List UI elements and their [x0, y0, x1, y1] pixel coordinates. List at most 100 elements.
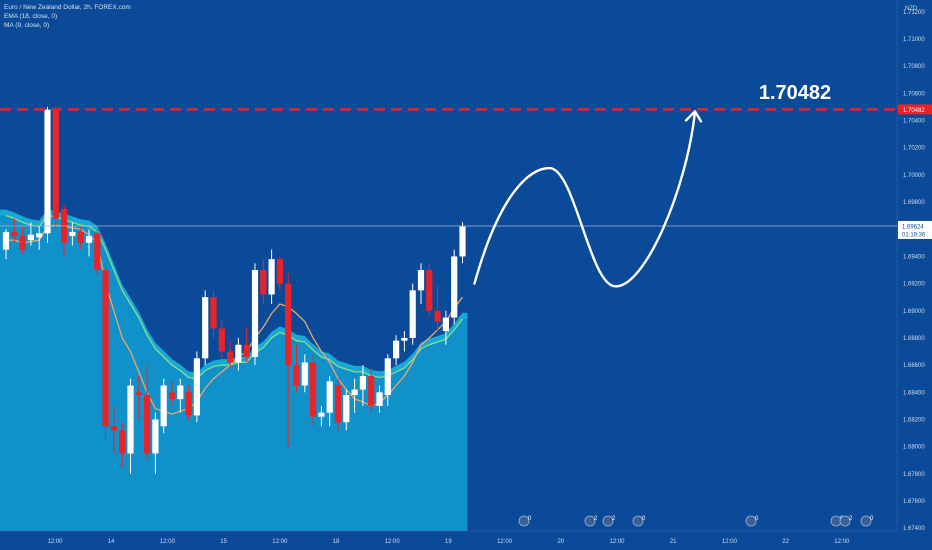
candle-body [243, 344, 250, 357]
candle [310, 354, 317, 427]
event-marker: 2 [602, 515, 616, 527]
price-tick-label: 1.68400 [903, 390, 925, 396]
candle-body [36, 233, 43, 238]
currency-label: NZD [905, 6, 918, 12]
current-price-tag [898, 220, 932, 239]
candle-body [27, 234, 34, 241]
candle [135, 376, 142, 420]
event-marker-circle [632, 515, 644, 527]
candle [36, 226, 43, 250]
price-tick-label: 1.67400 [903, 526, 925, 532]
candle [127, 378, 134, 474]
target-label: 1.70482 [759, 82, 831, 104]
candle [168, 381, 176, 406]
event-marker-count: 0 [870, 516, 874, 522]
candle [177, 378, 184, 413]
candle-body [19, 236, 26, 250]
candle-body [77, 231, 84, 243]
candle [401, 331, 408, 352]
candle-body [52, 109, 59, 219]
candle-body [376, 392, 383, 406]
candle-body [44, 109, 51, 234]
event-marker-circle [602, 515, 614, 527]
candle [235, 337, 242, 371]
candle-body [417, 270, 425, 291]
candle-body [351, 389, 358, 396]
candle-body [69, 231, 76, 237]
time-tick-label: 12:00 [609, 539, 625, 545]
time-tick-label: 12:00 [834, 539, 850, 545]
candle-body [85, 236, 93, 243]
event-marker: 0 [518, 515, 532, 527]
event-marker: 0 [745, 515, 759, 527]
countdown-label: 01:19:36 [902, 232, 926, 238]
candle-body [135, 392, 142, 396]
price-tick-label: 1.68200 [903, 417, 925, 423]
candle [52, 106, 59, 230]
candle [243, 327, 250, 363]
candle [393, 335, 400, 366]
chart-legend: Euro / New Zealand Dollar, 2h, FOREX.com… [4, 3, 131, 30]
price-tick-label: 1.70000 [903, 173, 925, 179]
event-marker-count: 2 [612, 516, 616, 522]
event-marker-circle [839, 515, 851, 527]
candle-body [368, 376, 375, 406]
candle [417, 263, 425, 304]
candle [85, 229, 93, 257]
candle-body [285, 283, 292, 366]
time-tick-label: 18 [333, 539, 340, 545]
area-layer [0, 209, 468, 531]
candle [276, 256, 283, 291]
price-tick-label: 1.67800 [903, 472, 925, 478]
time-tick-label: 12:00 [47, 539, 63, 545]
price-tick-label: 1.69800 [903, 200, 925, 206]
candle [227, 340, 234, 368]
time-tick-label: 12:00 [385, 539, 401, 545]
event-marker-count: 2 [849, 516, 853, 522]
candle-body [401, 337, 408, 341]
price-tick-label: 1.68600 [903, 363, 925, 369]
candle [451, 249, 458, 325]
candle [442, 310, 449, 345]
candle-body [310, 362, 317, 417]
event-marker: 2 [839, 515, 853, 527]
time-tick-label: 19 [445, 539, 452, 545]
candle-body [318, 412, 325, 417]
event-marker: 2 [584, 515, 598, 527]
candle-body [2, 231, 10, 250]
candle-body [459, 226, 466, 257]
event-marker-circle [860, 515, 872, 527]
event-marker-count: 0 [528, 516, 532, 522]
time-tick-label: 12:00 [722, 539, 738, 545]
candle [119, 422, 126, 468]
target-axis-label: 1.70482 [903, 108, 925, 114]
candle [301, 354, 308, 393]
candle [368, 367, 375, 413]
event-marker-count: 0 [642, 516, 646, 522]
projection-curve [473, 110, 697, 288]
candle-body [434, 310, 441, 322]
time-tick-label: 15 [220, 539, 227, 545]
candle-body [442, 317, 449, 332]
candle [285, 272, 292, 447]
candle-body [110, 426, 117, 431]
ema-legend: EMA (18, close, 0) [4, 13, 58, 20]
candle [218, 320, 225, 359]
candle-body [168, 392, 176, 400]
candle [293, 344, 300, 393]
candle-body [102, 270, 109, 427]
projection-arrow-head [684, 110, 703, 123]
candle-body [127, 385, 134, 454]
candle-body [144, 395, 151, 454]
overlay-layer: 1.70482 [0, 82, 897, 288]
time-tick-label: 12:00 [272, 539, 288, 545]
candle-body [451, 256, 458, 318]
price-tick-label: 1.70400 [903, 119, 925, 125]
candle-body [301, 362, 308, 386]
candle-body [293, 365, 300, 386]
candle-body [94, 233, 101, 270]
price-tick-label: 1.70200 [903, 146, 925, 152]
candle-body [177, 385, 184, 400]
